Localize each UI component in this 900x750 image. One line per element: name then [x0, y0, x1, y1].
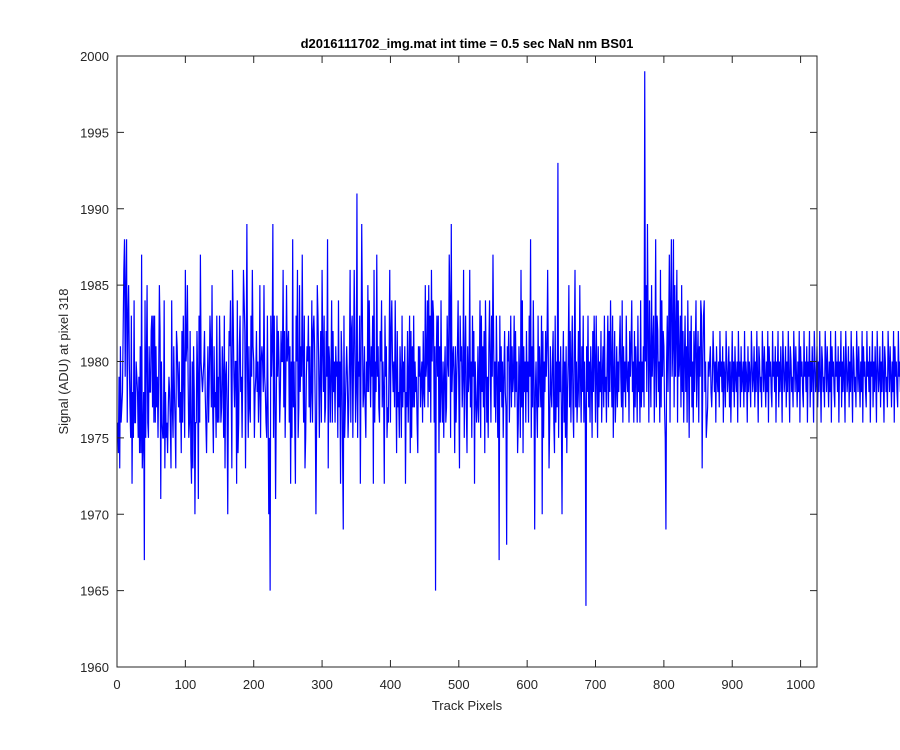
x-tick-label-500: 500 — [448, 677, 470, 692]
y-tick-label-1985: 1985 — [80, 278, 109, 293]
chart-title: d2016111702_img.mat int time = 0.5 sec N… — [301, 36, 634, 51]
x-tick-label-1000: 1000 — [786, 677, 815, 692]
y-tick-label-1990: 1990 — [80, 202, 109, 217]
y-tick-label-1995: 1995 — [80, 125, 109, 140]
x-tick-label-800: 800 — [653, 677, 675, 692]
y-tick-label-1980: 1980 — [80, 355, 109, 370]
x-tick-label-0: 0 — [113, 677, 120, 692]
y-axis-label: Signal (ADU) at pixel 318 — [56, 289, 71, 435]
y-tick-label-1970: 1970 — [80, 507, 109, 522]
y-tick-label-1975: 1975 — [80, 431, 109, 446]
y-tick-label-1965: 1965 — [80, 584, 109, 599]
x-axis-label: Track Pixels — [432, 698, 503, 713]
series-line-1 — [117, 71, 900, 606]
x-tick-label-600: 600 — [516, 677, 538, 692]
axes-box — [116, 55, 818, 668]
x-tick-label-300: 300 — [311, 677, 333, 692]
x-axis-ticks: 0 100 200 300 400 500 600 700 800 900 1000 — [113, 56, 815, 692]
y-axis-ticks: 1960 1965 1970 1975 1980 1985 1990 1995 2000 — [80, 49, 817, 675]
x-tick-label-100: 100 — [175, 677, 197, 692]
series-layer — [117, 71, 900, 606]
x-tick-label-700: 700 — [585, 677, 607, 692]
x-tick-label-900: 900 — [721, 677, 743, 692]
y-tick-label-1960: 1960 — [80, 660, 109, 675]
y-tick-label-2000: 2000 — [80, 49, 109, 64]
x-tick-label-400: 400 — [380, 677, 402, 692]
x-tick-label-200: 200 — [243, 677, 265, 692]
